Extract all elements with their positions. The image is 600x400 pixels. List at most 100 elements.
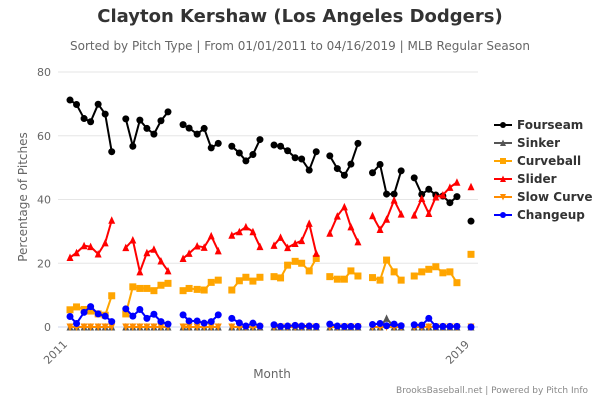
fourseam-point	[185, 124, 193, 132]
legend-item-fourseam[interactable]: Fourseam	[494, 116, 593, 134]
slider-point	[164, 266, 172, 275]
legend-marker	[500, 194, 506, 201]
slow-curve-point	[122, 323, 130, 331]
curveball-point	[87, 307, 95, 315]
fourseam-point	[235, 149, 243, 157]
legend-slow-curve-icon	[494, 194, 512, 201]
slider-point	[143, 248, 151, 257]
slider-point	[270, 241, 278, 249]
slider-point	[185, 249, 193, 257]
changeup-point	[66, 312, 74, 320]
slider-point	[277, 233, 285, 241]
curveball-point	[312, 254, 320, 262]
fourseam-point	[347, 160, 355, 168]
fourseam-point	[179, 121, 187, 129]
legend-label: Curveball	[517, 154, 582, 168]
slow-curve-point	[136, 323, 144, 331]
fourseam-point	[136, 116, 144, 124]
changeup-point	[284, 322, 292, 330]
slider-point	[249, 227, 257, 236]
slider-point	[129, 235, 137, 244]
changeup-point	[235, 319, 243, 327]
legend-slider-icon	[494, 175, 512, 182]
slider-point	[326, 229, 334, 237]
fourseam-point	[397, 167, 405, 175]
slider-point	[179, 254, 187, 262]
curveball-point	[242, 273, 250, 281]
legend-item-curveball[interactable]: Curveball	[494, 152, 593, 170]
fourseam-point	[383, 190, 391, 198]
curveball-point	[425, 265, 433, 273]
series-fourseam	[66, 96, 475, 225]
changeup-point	[390, 320, 398, 328]
fourseam-point	[418, 190, 426, 198]
slider-point	[390, 196, 398, 204]
legend-label: Slow Curve	[517, 190, 593, 204]
legend-item-slider[interactable]: Slider	[494, 170, 593, 188]
slow-curve-point	[94, 323, 102, 331]
fourseam-point	[150, 130, 158, 138]
fourseam-point	[73, 101, 81, 109]
changeup-point	[87, 303, 95, 311]
legend-label: Changeup	[517, 208, 585, 222]
fourseam-point	[369, 169, 377, 177]
slider-point	[432, 192, 440, 201]
changeup-point	[397, 322, 405, 330]
curveball-point	[298, 259, 306, 267]
fourseam-point	[94, 100, 102, 108]
curveball-point	[200, 286, 208, 294]
changeup-point	[369, 320, 377, 328]
series-changeup	[66, 303, 475, 331]
chart-title: Clayton Kershaw (Los Angeles Dodgers)	[97, 6, 503, 27]
curveball-point	[369, 274, 377, 282]
legend-marker	[500, 175, 506, 182]
slider-point	[410, 211, 418, 219]
slider-point	[66, 253, 74, 262]
fourseam-point	[164, 108, 172, 116]
fourseam-point	[157, 117, 165, 125]
fourseam-point	[410, 174, 418, 182]
fourseam-line	[371, 162, 403, 196]
fourseam-line	[328, 143, 359, 177]
slow-curve-point	[143, 323, 151, 331]
fourseam-point	[333, 165, 341, 173]
changeup-point	[108, 318, 116, 326]
curveball-point	[179, 287, 187, 295]
curveball-point	[235, 277, 243, 285]
slider-point	[200, 243, 208, 251]
fourseam-point	[66, 96, 74, 104]
legend-item-changeup[interactable]: Changeup	[494, 206, 593, 224]
changeup-point	[376, 319, 384, 327]
legend-item-sinker[interactable]: Sinker	[494, 134, 593, 152]
curveball-point	[467, 250, 475, 258]
slow-curve-point	[108, 323, 116, 331]
slow-curve-point	[207, 323, 215, 331]
changeup-point	[277, 322, 285, 330]
curveball-point	[446, 268, 454, 276]
changeup-point	[347, 322, 355, 330]
changeup-point	[143, 314, 151, 322]
fourseam-point	[108, 148, 116, 156]
changeup-point	[101, 312, 109, 320]
legend-marker	[500, 139, 506, 146]
y-tick-label: 0	[44, 321, 51, 334]
changeup-point	[164, 320, 172, 328]
legend-item-slow-curve[interactable]: Slow Curve	[494, 188, 593, 206]
legend-label: Fourseam	[517, 118, 584, 132]
changeup-point	[312, 322, 320, 330]
curveball-point	[340, 275, 348, 283]
fourseam-point	[249, 151, 257, 159]
legend-label: Sinker	[517, 136, 561, 150]
fourseam-point	[467, 217, 475, 225]
slow-curve-point	[157, 323, 165, 331]
curveball-point	[207, 278, 215, 286]
changeup-point	[136, 305, 144, 313]
fourseam-point	[214, 139, 222, 147]
slider-point	[376, 225, 384, 233]
fourseam-point	[143, 124, 151, 132]
slider-point	[242, 222, 250, 231]
slider-point	[369, 211, 377, 220]
fourseam-point	[256, 136, 264, 144]
